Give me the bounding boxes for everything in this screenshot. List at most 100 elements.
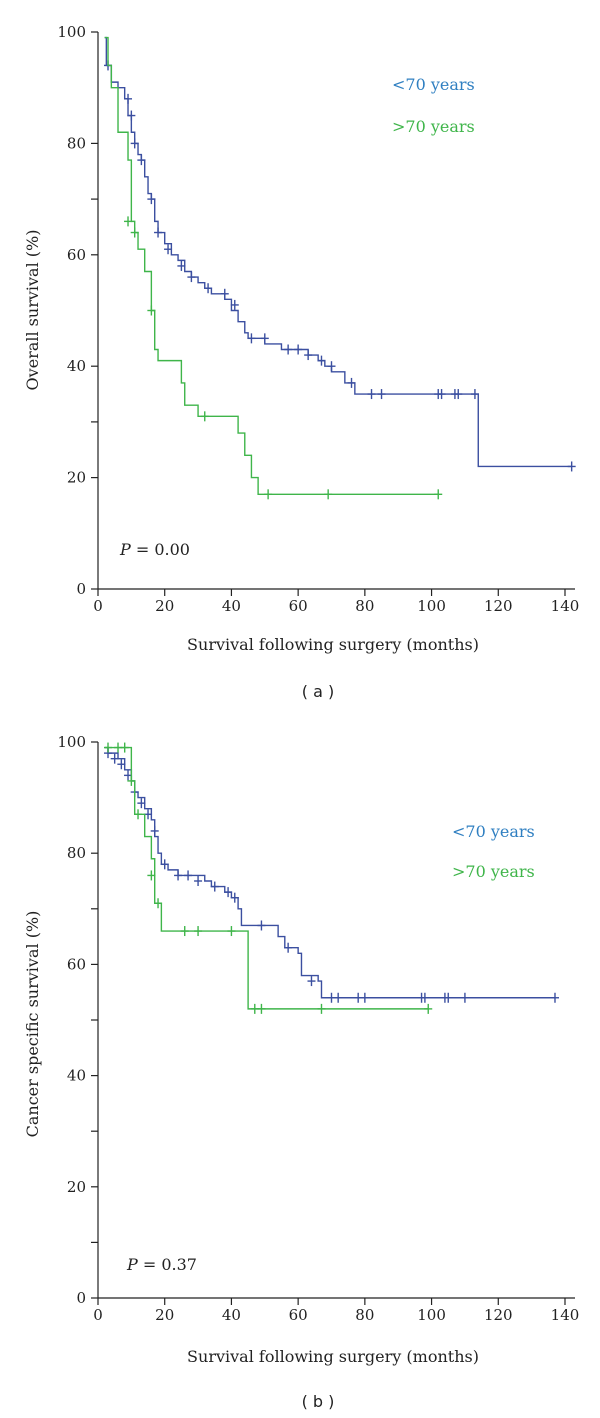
- panel-a-censor-mark-under70: [164, 244, 173, 255]
- panel-b-xlabel: Survival following surgery (months): [187, 1347, 479, 1366]
- panel-b-x-tick-label: 40: [222, 1306, 241, 1324]
- panel-a-censor-mark-under70: [327, 361, 336, 372]
- panel-b-censor-mark-over70: [424, 1003, 433, 1014]
- panel-b-censor-mark-under70: [117, 759, 126, 770]
- panel-a-x-tick-label: 80: [355, 597, 374, 615]
- panel-a-censor-mark-over70: [130, 227, 139, 238]
- panel-b-series-over70-line: [104, 746, 429, 1010]
- panel-b-y-tick-label: 100: [57, 733, 86, 751]
- panel-a-legend-over70: >70 years: [392, 117, 475, 136]
- panel-b-censor-mark-under70: [137, 798, 146, 809]
- panel-b-censor-mark-under70: [230, 892, 239, 903]
- panel-a-censor-mark-under70: [230, 299, 239, 310]
- panel-a-censor-mark-under70: [130, 138, 139, 149]
- panel-a-caption: ( a ): [302, 682, 334, 701]
- panel-b-cancer-specific-survival: 0 20 40 60 80 100 0 20 40 60 80 100 120 140 Cancer s…: [23, 733, 579, 1411]
- panel-b-censor-mark-over70: [250, 1003, 259, 1014]
- panel-b-censor-mark-under70: [460, 992, 469, 1003]
- panel-a-y-axis: 0 20 40 60 80 100: [57, 23, 99, 598]
- panel-a-censor-mark-under70: [154, 227, 163, 238]
- panel-a-x-axis: 0 20 40 60 80 100 120 140: [93, 588, 579, 615]
- panel-a-censor-mark-under70: [454, 389, 463, 400]
- panel-b-censor-mark-over70: [227, 926, 236, 937]
- panel-a-censor-mark-under70: [137, 155, 146, 166]
- panel-a-censor-mark-under70: [347, 377, 356, 388]
- panel-b-y-tick-label: 40: [67, 1067, 86, 1085]
- panel-a-p-number: = 0.00: [131, 540, 190, 559]
- panel-a-x-tick-label: 60: [289, 597, 308, 615]
- panel-a-censor-mark-under70: [220, 288, 229, 299]
- panel-b-censor-mark-over70: [127, 775, 136, 786]
- panel-a-overall-survival: 0 20 40 60 80 100 0 20 40 60 80 100 120 140 Overall …: [23, 23, 579, 701]
- panel-b-censor-mark-under70: [420, 992, 429, 1003]
- panel-b-censor-mark-under70: [110, 753, 119, 764]
- panel-b-x-tick-label: 0: [93, 1306, 103, 1324]
- panel-a-censor-mark-under70: [147, 194, 156, 205]
- panel-a-censor-mark-over70: [200, 411, 209, 422]
- panel-b-censor-mark-under70: [307, 976, 316, 987]
- panel-b-y-tick-label: 0: [76, 1289, 86, 1307]
- panel-b-censor-mark-over70: [114, 742, 123, 753]
- panel-b-x-axis: 0 20 40 60 80 100 120 140: [93, 1297, 580, 1324]
- panel-b-censor-mark-under70: [550, 992, 559, 1003]
- panel-b-ylabel: Cancer specific survival (%): [23, 911, 42, 1138]
- panel-b-censor-mark-under70: [354, 992, 363, 1003]
- panel-a-ylabel: Overall survival (%): [23, 230, 42, 391]
- panel-b-censor-mark-under70: [184, 870, 193, 881]
- panel-a-x-tick-label: 40: [222, 597, 241, 615]
- panel-b-censor-mark-under70: [160, 859, 169, 870]
- panel-b-censor-mark-under70: [174, 870, 183, 881]
- panel-a-censor-mark-under70: [367, 389, 376, 400]
- panel-b-x-tick-label: 140: [551, 1306, 580, 1324]
- panel-a-censor-mark-under70: [437, 389, 446, 400]
- panel-b-y-tick-label: 60: [67, 955, 86, 973]
- panel-a-y-tick-label: 20: [67, 469, 86, 487]
- panel-b-censor-mark-over70: [317, 1003, 326, 1014]
- panel-b-x-tick-label: 20: [155, 1306, 174, 1324]
- panel-a-y-tick-label: 40: [67, 357, 86, 375]
- panel-b-censor-mark-under70: [150, 825, 159, 836]
- panel-a-censor-mark-over70: [324, 489, 333, 500]
- panel-a-censor-mark-under70: [304, 350, 313, 361]
- panel-b-censor-mark-over70: [194, 926, 203, 937]
- panel-a-pvalue: P = 0.00: [119, 540, 190, 559]
- panel-b-censor-mark-over70: [120, 742, 129, 753]
- panel-b-caption: ( b ): [302, 1392, 335, 1411]
- panel-b-x-tick-label: 120: [484, 1306, 513, 1324]
- panel-b-censor-mark-over70: [154, 898, 163, 909]
- panel-a-censor-mark-under70: [187, 272, 196, 283]
- panel-a-censor-mark-under70: [127, 110, 136, 121]
- panel-a-series-under70-line: [104, 36, 572, 468]
- panel-b-censor-mark-under70: [224, 887, 233, 898]
- panel-b-censor-mark-under70: [284, 942, 293, 953]
- panel-b-censor-mark-over70: [180, 926, 189, 937]
- panel-b-x-tick-label: 80: [355, 1306, 374, 1324]
- panel-a-censor-mark-under70: [294, 344, 303, 355]
- panel-a-censor-mark-under70: [317, 355, 326, 366]
- panel-b-x-tick-label: 100: [417, 1306, 446, 1324]
- panel-a-censor-mark-under70: [567, 461, 576, 472]
- panel-a-x-tick-label: 100: [417, 597, 446, 615]
- panel-b-y-tick-label: 80: [67, 844, 86, 862]
- panel-b-y-axis: 0 20 40 60 80 100: [57, 733, 99, 1307]
- panel-b-censor-mark-under70: [327, 992, 336, 1003]
- panel-b-p-number: = 0.37: [138, 1255, 197, 1274]
- panel-a-y-tick-label: 80: [67, 134, 86, 152]
- panel-a-xlabel: Survival following surgery (months): [187, 635, 479, 654]
- panel-b-censor-mark-under70: [360, 992, 369, 1003]
- panel-b-censor-mark-over70: [147, 870, 156, 881]
- panel-a-x-tick-label: 20: [155, 597, 174, 615]
- panel-a-legend-under70: <70 years: [392, 75, 475, 94]
- panel-b-censor-mark-under70: [210, 881, 219, 892]
- panel-b-censor-mark-under70: [444, 992, 453, 1003]
- panel-a-censor-mark-under70: [247, 333, 256, 344]
- panel-b-pvalue: P = 0.37: [126, 1255, 197, 1274]
- panel-b-censor-mark-under70: [257, 920, 266, 931]
- panel-b-p-letter: P: [126, 1255, 138, 1274]
- panel-a-y-tick-label: 0: [76, 580, 86, 598]
- panel-b-legend-under70: <70 years: [452, 822, 535, 841]
- panel-a-x-tick-label: 120: [484, 597, 513, 615]
- panel-a-series: [104, 36, 576, 500]
- panel-b-y-tick-label: 20: [67, 1178, 86, 1196]
